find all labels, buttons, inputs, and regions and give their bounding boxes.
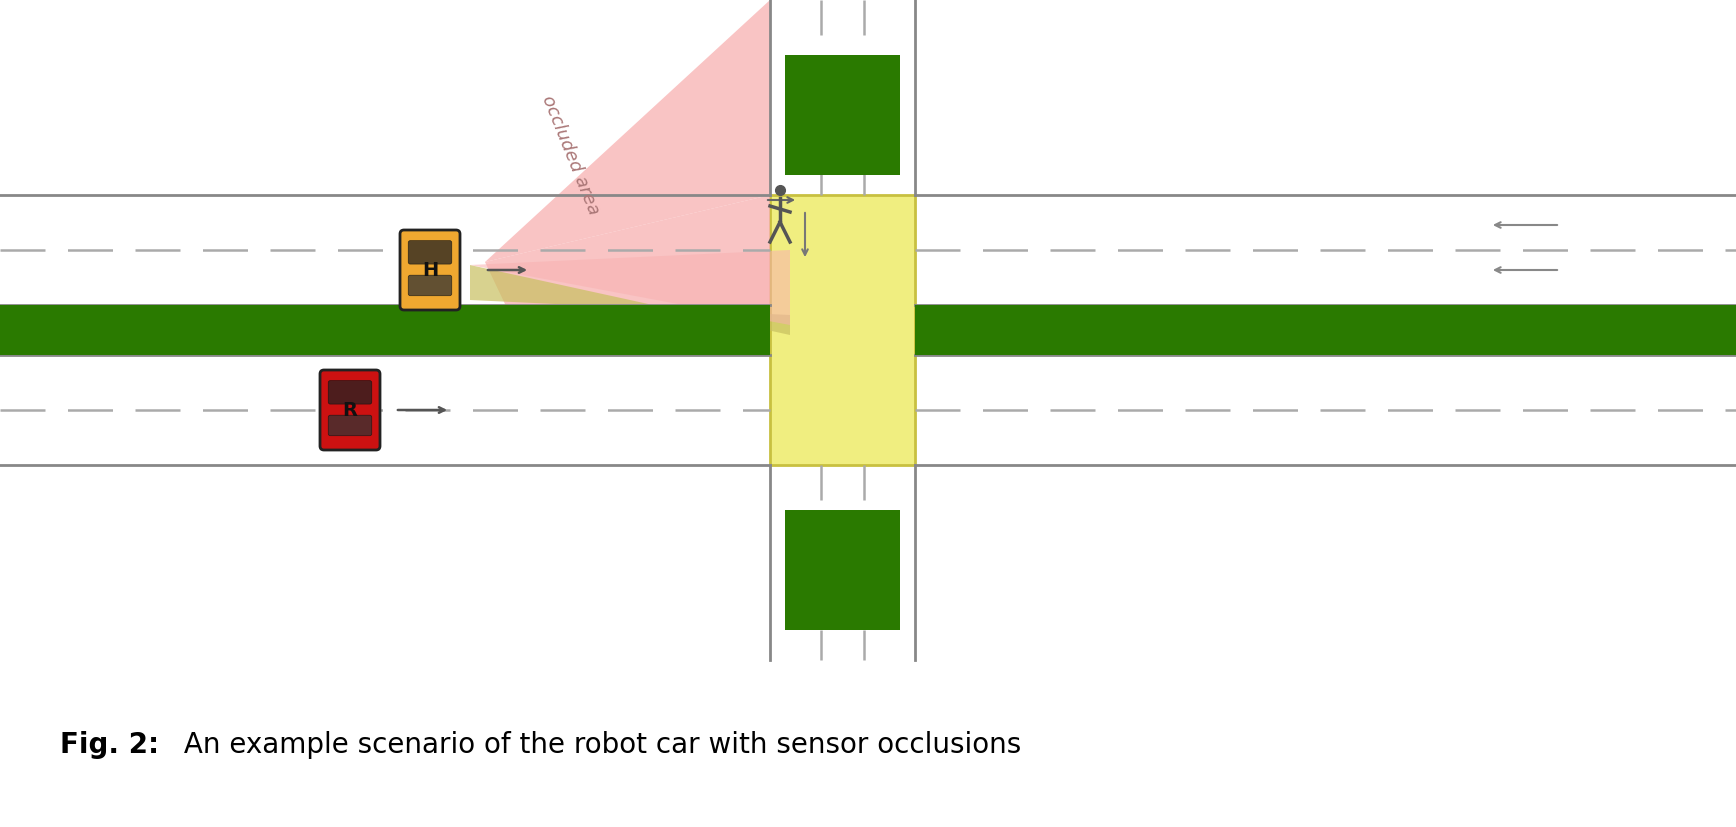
FancyBboxPatch shape <box>328 415 372 436</box>
Text: H: H <box>422 261 437 280</box>
Polygon shape <box>484 0 771 262</box>
Bar <box>915 305 1736 355</box>
Text: R: R <box>342 400 358 419</box>
Text: occluded area: occluded area <box>538 93 602 218</box>
Bar <box>785 55 899 175</box>
Polygon shape <box>470 265 790 335</box>
Polygon shape <box>484 195 771 340</box>
Text: An example scenario of the robot car with sensor occlusions: An example scenario of the robot car wit… <box>175 731 1021 759</box>
FancyBboxPatch shape <box>399 230 460 310</box>
Bar <box>0 305 771 355</box>
Polygon shape <box>470 250 790 325</box>
FancyBboxPatch shape <box>408 275 451 296</box>
Bar <box>771 195 915 465</box>
FancyBboxPatch shape <box>408 241 451 264</box>
Bar <box>785 510 899 630</box>
FancyBboxPatch shape <box>328 380 372 404</box>
FancyBboxPatch shape <box>319 370 380 450</box>
Text: Fig. 2:: Fig. 2: <box>61 731 160 759</box>
